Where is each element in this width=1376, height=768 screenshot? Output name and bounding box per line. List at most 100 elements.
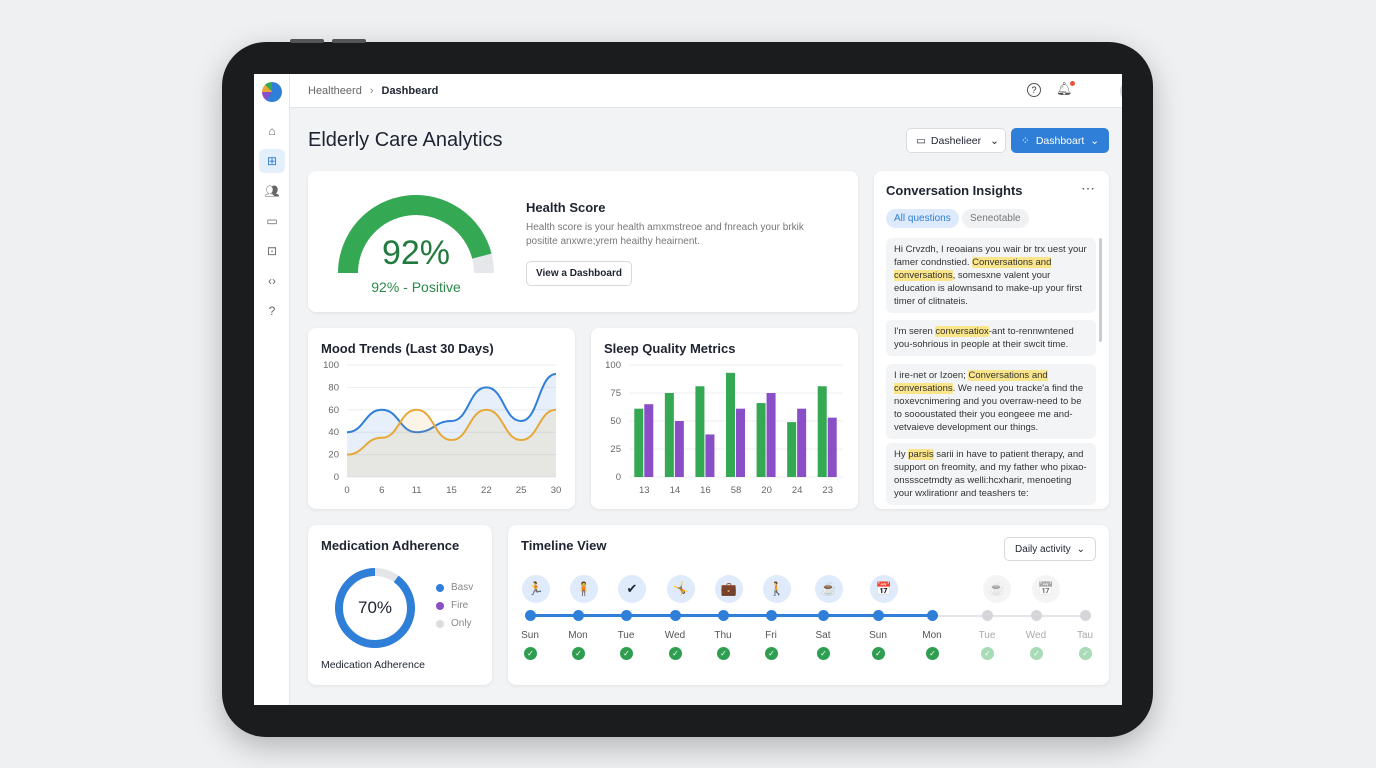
calendar-icon[interactable]: 📅 [1032, 575, 1060, 603]
breadcrumb-root[interactable]: Healtheerd [308, 84, 362, 97]
legend-item: Fire [436, 600, 468, 611]
bar [797, 408, 807, 477]
folder-icon[interactable]: ▭ [266, 214, 278, 228]
avatar[interactable] [1120, 80, 1122, 102]
timeline-node[interactable] [1031, 610, 1042, 621]
y-tick-label: 75 [610, 388, 621, 399]
timeline-node[interactable] [873, 610, 884, 621]
adherence-donut [335, 568, 415, 648]
bar [756, 403, 766, 477]
exercise-icon[interactable]: 🤸 [667, 575, 695, 603]
health-description: Health score is your health amxmstreoe a… [526, 222, 804, 247]
series-area [347, 373, 556, 477]
x-tick-label: 11 [412, 485, 422, 496]
dashboard-icon[interactable]: ⊞ [259, 149, 285, 173]
running-icon[interactable]: 🏃 [522, 575, 550, 603]
scrollbar[interactable] [1099, 238, 1102, 342]
day-label: Sun [521, 630, 539, 641]
check-circle-icon: ✓ [717, 647, 730, 660]
bar [827, 417, 837, 477]
timeline-node[interactable] [982, 610, 993, 621]
health-gauge [338, 195, 494, 274]
y-tick-label: 100 [323, 360, 339, 371]
timeline-node[interactable] [525, 610, 536, 621]
dashboard-button[interactable]: ⁘ Dashboart ⌄ [1011, 128, 1109, 153]
walker-icon[interactable]: 🧍 [570, 575, 598, 603]
page-title: Elderly Care Analytics [308, 129, 503, 151]
health-score-card: 92% 92% - Positive Health Score Health s… [308, 171, 858, 312]
y-tick-label: 80 [328, 382, 339, 393]
coffee-icon[interactable]: ☕ [983, 575, 1011, 603]
users-icon[interactable]: 👥︎ [264, 184, 280, 198]
bar [644, 404, 654, 477]
conversation-insights-card: Conversation Insights ⋯ All questions Se… [874, 171, 1109, 509]
y-tick-label: 100 [605, 360, 621, 371]
timeline-node[interactable] [718, 610, 729, 621]
legend-item: Basv [436, 582, 473, 593]
more-icon[interactable]: ⋯ [1081, 180, 1095, 196]
x-tick-label: 16 [700, 485, 711, 496]
x-tick-label: 30 [551, 485, 562, 496]
x-tick-label: 25 [516, 485, 527, 496]
code-icon[interactable]: ‹› [268, 274, 276, 288]
tab-all-questions[interactable]: All questions [886, 209, 959, 228]
tab-seneotable[interactable]: Seneotable [962, 209, 1029, 228]
chevron-down-icon: ⌄ [1076, 543, 1085, 555]
check-circle-icon: ✓ [817, 647, 830, 660]
message-text: I'm seren [894, 326, 936, 337]
series-line [346, 372, 557, 434]
help-icon[interactable]: ? [1027, 83, 1041, 97]
medkit-icon[interactable]: 💼 [715, 575, 743, 603]
message-text: . We need you tracke'a find the noxevcni… [894, 383, 1084, 433]
legend-swatch [436, 583, 444, 592]
timeline-node[interactable] [670, 610, 681, 621]
screen: ⌂ ⊞ 👥︎ ▭ ⊡ ‹›? Healtheerd › Dashbeard ? 🔔︎ El… [254, 74, 1122, 705]
home-icon[interactable]: ⌂ [268, 124, 276, 138]
day-label: Tue [978, 630, 996, 641]
timeline-node[interactable] [573, 610, 584, 621]
y-tick-label: 60 [328, 405, 339, 416]
highlight-text: conversatiox [935, 326, 989, 337]
card-title: Medication Adherence [321, 538, 460, 553]
message-text: , somesxne valent your education is alow… [894, 270, 1082, 307]
coffee-icon[interactable]: ☕ [815, 575, 843, 603]
message-item[interactable]: I'm seren conversatiox-ant to-rennwntene… [886, 320, 1096, 356]
timeline-node[interactable] [818, 610, 829, 621]
card-title: Timeline View [521, 538, 607, 553]
hardware-button [332, 39, 366, 43]
check-icon[interactable]: ✔ [618, 575, 646, 603]
card-title: Conversation Insights [886, 183, 1023, 198]
day-label: Fri [765, 630, 777, 641]
timeline-node[interactable] [927, 610, 938, 621]
date-select[interactable]: ▭ Dashelieer ⌄ [906, 128, 1006, 153]
hiking-icon[interactable]: 🚶 [763, 575, 791, 603]
medkit-icon[interactable]: ⊡ [266, 244, 278, 258]
timeline-node[interactable] [1080, 610, 1091, 621]
message-item[interactable]: I ire-net or Izoen; Conversations and co… [886, 364, 1096, 439]
message-item[interactable]: Hy parsis sarii in have to patient thera… [886, 443, 1096, 505]
check-circle-icon: ✓ [1079, 647, 1092, 660]
x-tick-label: 14 [670, 485, 681, 496]
bar [664, 393, 674, 477]
view-dashboard-button[interactable]: View a Dashboard [526, 261, 632, 286]
message-text: -ant to-rennwntened you-sohrious in peop… [894, 326, 1074, 350]
bar [726, 372, 735, 477]
timeline-node[interactable] [766, 610, 777, 621]
donut-fill [335, 568, 415, 648]
calendar-icon[interactable]: 📅 [870, 575, 898, 603]
chevron-down-icon: ⌄ [990, 134, 999, 147]
sleep-chart: 0 25 50 75 100 13 14 16 58 20 24 23 [605, 360, 843, 496]
check-circle-icon: ✓ [1030, 647, 1043, 660]
x-tick-label: 24 [792, 485, 803, 496]
bar [674, 421, 684, 477]
day-label: Thu [714, 630, 732, 641]
chevron-down-icon: ⌄ [1090, 134, 1100, 147]
timeline-node[interactable] [621, 610, 632, 621]
check-circle-icon: ✓ [926, 647, 939, 660]
daily-activity-select[interactable]: Daily activity ⌄ [1004, 537, 1096, 561]
gauge-fill [338, 195, 492, 274]
bell-icon[interactable]: 🔔︎ [1056, 81, 1075, 96]
message-item[interactable]: Hi Crvzdh, I reoaians you wair br trx ue… [886, 238, 1096, 313]
help-icon[interactable]: ? [268, 304, 276, 318]
bar [695, 386, 705, 477]
